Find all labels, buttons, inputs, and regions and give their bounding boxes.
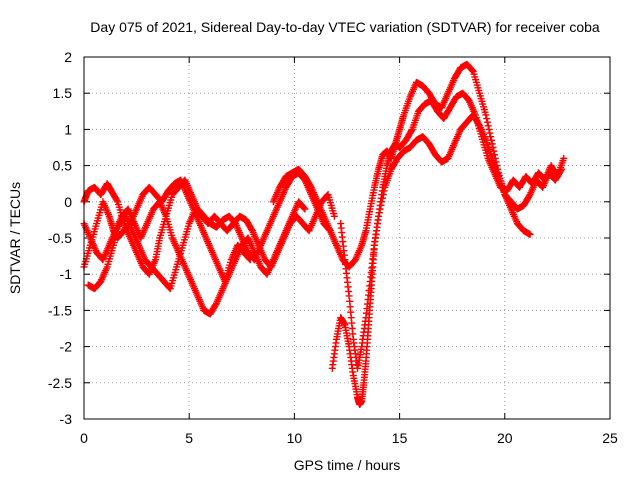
data-point-marker: [487, 133, 495, 141]
data-point-marker: [488, 140, 496, 148]
data-point-marker: [485, 125, 493, 133]
data-point-marker: [483, 115, 491, 123]
data-point-marker: [375, 212, 383, 220]
y-tick-label: -3: [60, 411, 73, 427]
data-point-marker: [301, 205, 309, 213]
data-point-marker: [475, 120, 483, 128]
data-point-marker: [377, 201, 385, 209]
y-axis-title: SDTVAR / TECUs: [7, 182, 23, 294]
series-track-4: [84, 191, 338, 293]
y-tick-label: 2: [64, 49, 72, 65]
y-tick-label: -1.5: [48, 302, 72, 318]
data-point-marker: [300, 204, 308, 212]
plot-frame: [83, 56, 611, 420]
data-point-marker: [560, 154, 568, 162]
data-point-marker: [380, 187, 388, 195]
series-track-7: [337, 111, 566, 372]
data-point-marker: [557, 167, 565, 175]
data-point-marker: [113, 196, 121, 204]
y-tick-label: 1.5: [53, 85, 73, 101]
data-points: [80, 60, 568, 409]
y-tick-label: 0: [64, 194, 72, 210]
data-point-marker: [330, 212, 338, 220]
data-point-marker: [212, 301, 220, 309]
data-point-marker: [558, 165, 566, 173]
y-tick-labels: 2 1.5 1 0.5 0 -0.5 -1 -1.5 -2 -2.5 -3: [48, 49, 72, 427]
y-tick-label: -1: [60, 266, 73, 282]
x-tick-label: 25: [602, 430, 618, 446]
y-tick-label: -2.5: [48, 375, 72, 391]
x-tick-label: 10: [287, 430, 303, 446]
x-tick-labels: 0 5 10 15 20 25: [80, 430, 618, 446]
data-point-marker: [375, 209, 383, 217]
data-point-marker: [484, 122, 492, 130]
y-tick-label: 0.5: [53, 158, 73, 174]
data-point-marker: [379, 191, 387, 199]
x-tick-label: 5: [185, 430, 193, 446]
x-tick-label: 0: [80, 430, 88, 446]
y-tick-label: -2: [60, 339, 73, 355]
x-tick-label: 15: [392, 430, 408, 446]
data-point-marker: [483, 118, 491, 126]
data-point-marker: [376, 205, 384, 213]
data-point-marker: [486, 129, 494, 137]
data-point-marker: [525, 192, 533, 200]
data-point-marker: [407, 127, 415, 135]
x-tick-label: 20: [497, 430, 513, 446]
data-point-marker: [248, 225, 256, 233]
x-axis-title: GPS time / hours: [294, 457, 401, 473]
data-point-marker: [491, 151, 499, 159]
data-point-marker: [482, 111, 490, 119]
y-tick-label: 1: [64, 121, 72, 137]
y-tick-label: -0.5: [48, 230, 72, 246]
data-point-marker: [526, 230, 534, 238]
data-point-marker: [306, 182, 314, 190]
chart-title: Day 075 of 2021, Sidereal Day-to-day VTE…: [90, 19, 600, 35]
data-point-marker: [379, 194, 387, 202]
data-point-marker: [468, 67, 476, 75]
data-point-marker: [378, 198, 386, 206]
